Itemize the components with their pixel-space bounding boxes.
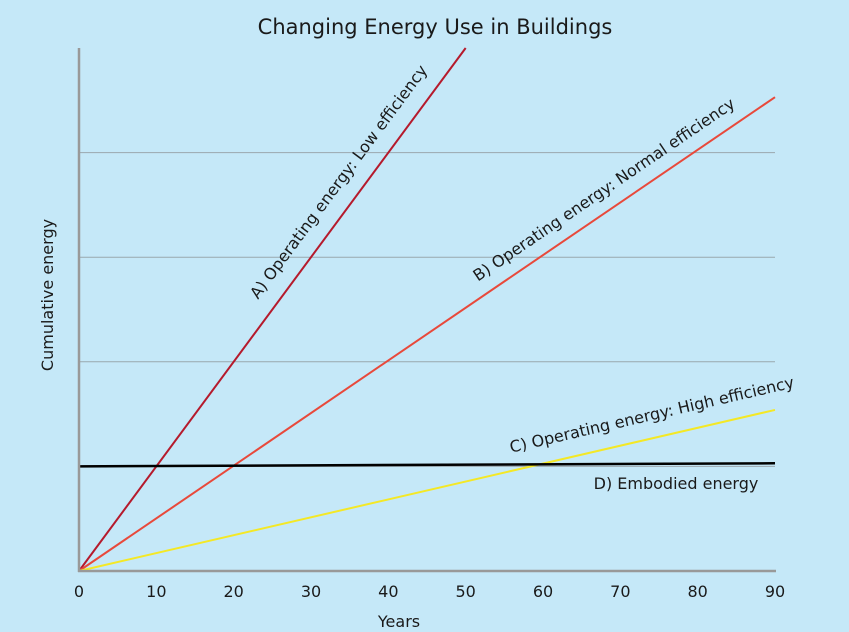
series-line-b xyxy=(78,96,776,572)
x-axis-label: Years xyxy=(377,612,420,631)
series-line-a xyxy=(78,47,467,572)
series-line-c xyxy=(78,408,776,572)
x-tick-label: 0 xyxy=(74,582,84,601)
x-tick-label: 60 xyxy=(533,582,553,601)
x-tick-label: 50 xyxy=(455,582,475,601)
series-label-d: D) Embodied energy xyxy=(594,474,759,493)
x-tick-label: 40 xyxy=(378,582,398,601)
x-tick-label: 70 xyxy=(610,582,630,601)
series-label-a: A) Operating energy: Low efficiency xyxy=(246,61,431,302)
x-tick-label: 30 xyxy=(301,582,321,601)
x-tick-label: 90 xyxy=(765,582,785,601)
x-tick-label: 10 xyxy=(146,582,166,601)
chart-title: Changing Energy Use in Buildings xyxy=(258,15,613,39)
y-axis-label: Cumulative energy xyxy=(38,219,57,371)
x-tick-label: 20 xyxy=(223,582,243,601)
series-label-b: B) Operating energy: Normal efficiency xyxy=(469,94,738,285)
x-tick-label: 80 xyxy=(687,582,707,601)
series-line-d xyxy=(78,462,776,468)
